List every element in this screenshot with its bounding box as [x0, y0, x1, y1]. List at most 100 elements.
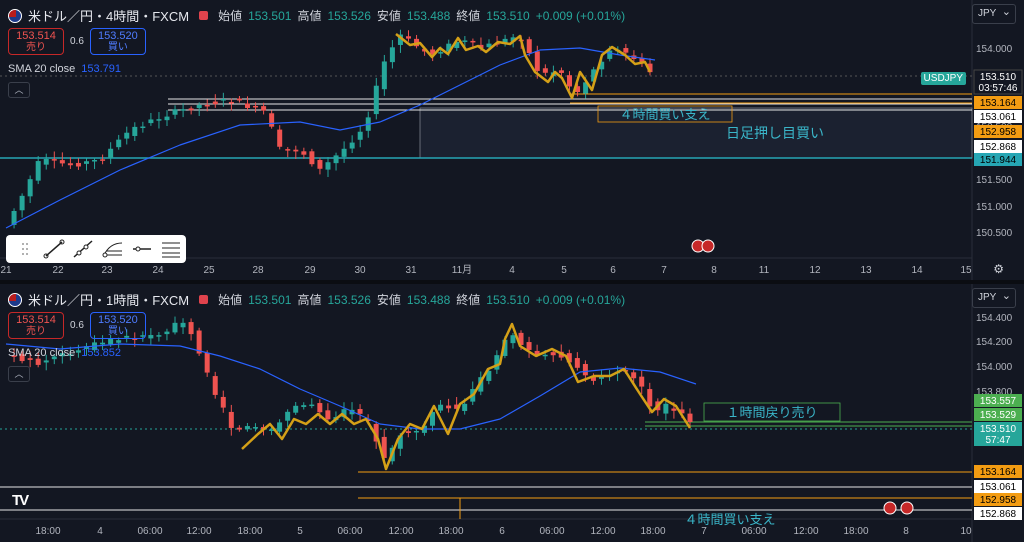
sell-price: 153.514: [16, 30, 56, 42]
collapse-legend-button[interactable]: ︿: [8, 82, 30, 98]
candle-4h-candle: [19, 195, 25, 211]
price-tag-label: 152.868: [980, 509, 1017, 520]
candle-1h-candle: [252, 427, 258, 429]
ray-line-icon[interactable]: [69, 237, 98, 261]
candle-1h-candle: [196, 330, 202, 354]
time-axis-tick: 12:00: [388, 526, 413, 537]
chart-pane-1h[interactable]: １時間戻り売り ４時間買い支え 154.400 154.200 154.000 153.8…: [0, 284, 1024, 542]
candle-1h-candle: [639, 376, 645, 387]
candle-1h-candle: [494, 355, 500, 370]
time-axis-tick: 8: [903, 526, 909, 537]
candle-1h-candle: [510, 335, 516, 344]
candle-1h-candle: [59, 353, 65, 357]
time-axis-tick: 06:00: [539, 526, 564, 537]
high-value: 153.526: [327, 8, 371, 23]
parallel-lines-icon[interactable]: [157, 237, 186, 261]
buy-button[interactable]: 153.520 買い: [89, 312, 146, 339]
candle-1h-candle: [285, 411, 291, 421]
countdown-label: 57:47: [985, 435, 1010, 446]
price-axis-tick: 151.500: [976, 175, 1013, 186]
candle-1h-candle: [526, 342, 532, 350]
pullback-annotation: １時間戻り売り: [726, 405, 817, 420]
sma-line: [5, 343, 697, 430]
chart-pane-4h[interactable]: ４時間買い支え日足押し目買い154.000153.500152.500152.0…: [0, 0, 1024, 280]
sell-button[interactable]: 153.514 売り: [8, 28, 64, 55]
time-axis-tick: 4: [97, 526, 103, 537]
candle-1h-candle: [429, 412, 435, 426]
candle-1h-candle: [534, 350, 540, 355]
symbol-title[interactable]: 米ドル／円・1時間・FXCM: [28, 293, 190, 308]
time-axis-tick: 18:00: [237, 526, 262, 537]
daily-dip-zone: [419, 107, 973, 159]
sma-value: 153.852: [81, 347, 122, 359]
price-axis-tick: 154.000: [976, 44, 1013, 55]
price-tag: [974, 125, 1022, 138]
currency-selector[interactable]: JPY: [972, 4, 1016, 24]
close-value: 153.510: [486, 292, 530, 307]
horizontal-line-icon[interactable]: [127, 237, 156, 261]
candle-4h-candle: [253, 105, 259, 108]
price-tag-label: 153.529: [980, 410, 1017, 421]
sma-legend[interactable]: SMA 20 close 153.852: [8, 347, 121, 359]
settings-gear-icon[interactable]: ⚙: [993, 262, 1004, 276]
change-value: +0.009 (+0.01%): [535, 292, 626, 307]
time-axis-tick: 8: [711, 265, 717, 276]
candle-1h-candle: [590, 375, 596, 381]
time-axis-tick: 12: [809, 265, 821, 276]
candle-1h-candle: [574, 358, 580, 368]
candle-1h-candle: [51, 356, 57, 360]
candle-4h-candle: [59, 160, 65, 164]
time-axis-tick: 06:00: [137, 526, 162, 537]
price-axis-tick: 151.000: [976, 202, 1013, 213]
candle-1h-candle: [550, 352, 556, 356]
candle-1h-candle: [236, 427, 242, 430]
fib-retracement-icon[interactable]: [98, 237, 127, 261]
candle-4h-candle: [35, 161, 41, 181]
candle-4h-candle: [301, 151, 307, 155]
chart-canvas-1h[interactable]: １時間戻り売り ４時間買い支え 154.400 154.200 154.000 153.8…: [0, 284, 1024, 542]
candle-1h-candle: [35, 358, 41, 365]
candle-1h-candle: [566, 353, 572, 363]
open-label: 始値: [218, 293, 243, 307]
symbol-title[interactable]: 米ドル／円・4時間・FXCM: [28, 9, 190, 24]
candle-1h-candle: [172, 322, 178, 333]
collapse-legend-button[interactable]: ︿: [8, 366, 30, 382]
candle-4h-candle: [430, 49, 436, 55]
buy-price: 153.520: [98, 314, 138, 326]
time-axis-tick: 24: [152, 265, 164, 276]
economic-event-icon: [701, 239, 715, 253]
time-axis-tick: 5: [297, 526, 303, 537]
candle-4h-candle: [607, 50, 613, 59]
currency-selector[interactable]: JPY: [972, 288, 1016, 308]
open-value: 153.501: [248, 292, 292, 307]
candle-1h-candle: [293, 405, 299, 413]
candle-4h-candle: [599, 61, 605, 70]
time-axis-tick: 6: [499, 526, 505, 537]
time-axis-tick: 6: [610, 265, 616, 276]
chart-canvas-4h[interactable]: ４時間買い支え日足押し目買い154.000153.500152.500152.0…: [0, 0, 1024, 280]
candle-1h-candle: [188, 322, 194, 335]
close-value: 153.510: [486, 8, 530, 23]
sell-button[interactable]: 153.514 売り: [8, 312, 64, 339]
time-axis-tick: 23: [101, 265, 113, 276]
time-axis-tick: 7: [701, 526, 707, 537]
candle-1h-candle: [124, 335, 130, 338]
high-value: 153.526: [327, 292, 371, 307]
candle-1h-candle: [100, 342, 106, 345]
drag-handle-icon[interactable]: [10, 237, 39, 261]
candle-4h-candle: [212, 101, 218, 105]
candle-4h-candle: [261, 106, 267, 111]
economic-event-icon: [883, 501, 897, 515]
candle-1h-candle: [317, 403, 323, 413]
pullback-label-box: [703, 402, 841, 422]
time-axis-tick: 13: [860, 265, 872, 276]
price-tag: [974, 480, 1022, 493]
support-label-box: [597, 105, 733, 123]
usdjpy-flag-icon: [8, 8, 22, 23]
low-label: 安値: [376, 293, 401, 307]
sma-legend[interactable]: SMA 20 close 153.791: [8, 63, 121, 75]
trend-line-icon[interactable]: [39, 237, 68, 261]
candle-1h-candle: [228, 411, 234, 428]
market-status-icon: [199, 11, 209, 20]
buy-button[interactable]: 153.520 買い: [89, 28, 146, 55]
